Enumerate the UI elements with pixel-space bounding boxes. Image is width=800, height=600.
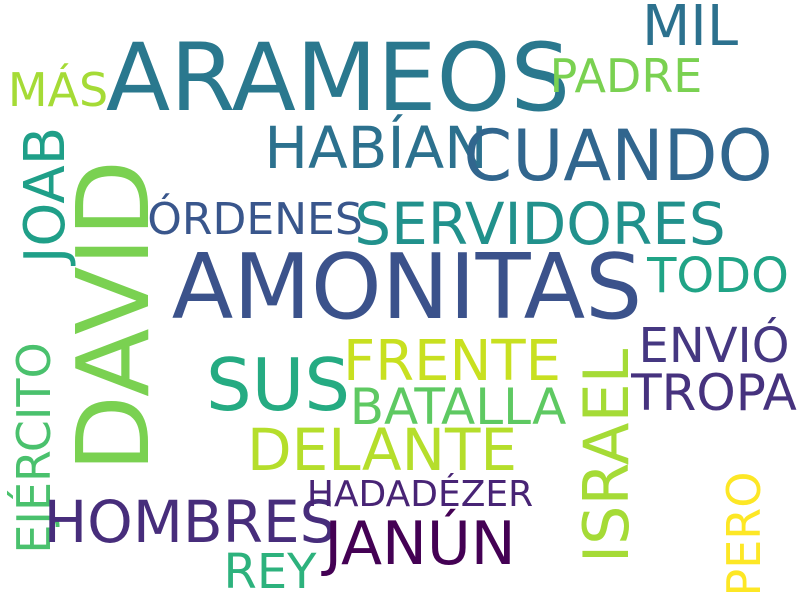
word-batalla: BATALLA bbox=[350, 378, 567, 436]
word-ejercito: EJÉRCITO bbox=[7, 342, 61, 553]
word-ordenes: ÓRDENES bbox=[147, 192, 363, 245]
word-frente: FRENTE bbox=[343, 329, 561, 394]
word-rey: REY bbox=[224, 544, 318, 600]
word-hombres: HOMBRES bbox=[44, 488, 337, 556]
word-habian: HABÍAN bbox=[264, 113, 487, 182]
word-envio: ENVIÓ bbox=[638, 317, 789, 374]
word-joab: JOAB bbox=[13, 127, 78, 266]
word-cuando: CUANDO bbox=[463, 115, 772, 197]
word-mas: MÁS bbox=[8, 63, 108, 117]
word-mil: MIL bbox=[642, 0, 738, 59]
word-amonitas: AMONITAS bbox=[172, 235, 643, 340]
word-todo: TODO bbox=[646, 248, 789, 304]
word-hadadezer: HADADÉZER bbox=[307, 473, 533, 515]
word-sus: SUS bbox=[206, 343, 350, 427]
word-pero: PERO bbox=[717, 472, 771, 597]
word-tropa: TROPA bbox=[630, 364, 797, 422]
word-janun: JANÚN bbox=[320, 508, 515, 579]
word-servidores: SERVIDORES bbox=[354, 190, 725, 258]
word-padre: PADRE bbox=[550, 49, 703, 103]
word-arameos: ARAMEOS bbox=[106, 24, 570, 133]
word-delante: DELANTE bbox=[247, 416, 517, 484]
word-david: DAVID bbox=[55, 160, 172, 472]
word-israel: ISRAEL bbox=[570, 348, 643, 563]
